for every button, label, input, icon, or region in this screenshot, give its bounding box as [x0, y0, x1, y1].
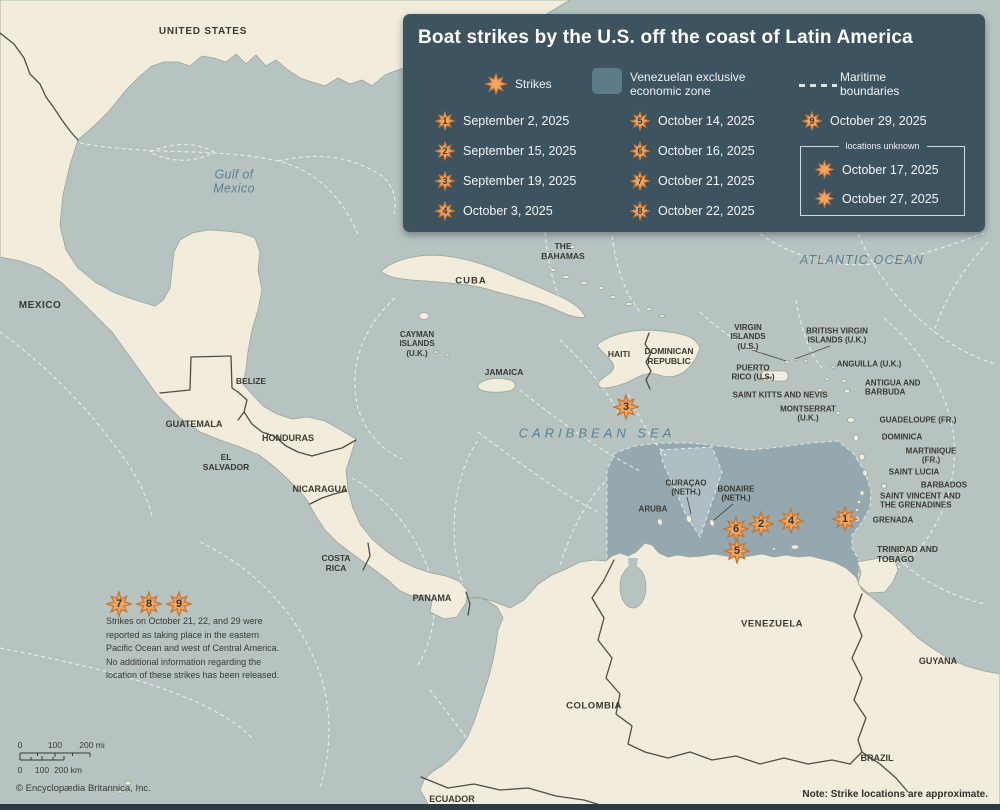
legend-dates-column-3: 9 October 29, 2025 [802, 106, 972, 136]
legend-eez-label-line1: Venezuelan exclusive [630, 70, 746, 84]
strike-burst-icon [815, 160, 834, 179]
scale-km-0: 0 [17, 765, 23, 775]
strike-date-label: October 14, 2025 [658, 114, 755, 128]
unknown-location-row: October 27, 2025 [801, 184, 964, 213]
strike-date-label: September 15, 2025 [463, 144, 577, 158]
legend-dates-column-2: 5 October 14, 2025 6 October 16, 2025 7 Octob… [630, 106, 820, 226]
legend-strikes-label: Strikes [515, 77, 552, 91]
south-america [419, 542, 1000, 810]
strike-burst-icon [435, 111, 455, 131]
legend-date-row-4: 4 October 3, 2025 [435, 196, 625, 226]
strike-burst-icon [435, 171, 455, 191]
strike-icon-8: 8 [630, 201, 650, 221]
strike-icon-7: 7 [630, 171, 650, 191]
strike-icon-2: 2 [435, 141, 455, 161]
legend-date-row-1: 1 September 2, 2025 [435, 106, 625, 136]
strike-burst-icon [630, 201, 650, 221]
jamaica-island [477, 377, 516, 393]
strike-icon-6: 6 [630, 141, 650, 161]
strike-date-label: September 19, 2025 [463, 174, 577, 188]
strike-burst-icon [630, 171, 650, 191]
country-borders [0, 32, 909, 809]
strike-date-label: October 16, 2025 [658, 144, 755, 158]
trinidad-island [856, 557, 899, 594]
scale-mi-100: 100 [47, 740, 63, 750]
pacific-strikes-note: Strikes on October 21, 22, and 29 were r… [106, 616, 280, 680]
legend-dates-column-1: 1 September 2, 2025 2 September 15, 2025 3 Se… [435, 106, 625, 226]
copyright-notice: © Encyclopædia Britannica, Inc. [16, 783, 151, 794]
strike-date-label: October 27, 2025 [842, 191, 939, 206]
legend-maritime-label-line1: Maritime [840, 70, 887, 84]
strike-burst-icon [802, 111, 822, 131]
strike-icon [815, 189, 834, 208]
legend-panel: Boat strikes by the U.S. off the coast o… [403, 14, 985, 232]
locations-unknown-title: locations unknown [838, 141, 927, 151]
scale-km-200: 200 km [54, 765, 82, 775]
legend-date-row-2: 2 September 15, 2025 [435, 136, 625, 166]
strike-icon-1: 1 [435, 111, 455, 131]
strike-date-label: September 2, 2025 [463, 114, 570, 128]
strike-date-label: October 22, 2025 [658, 204, 755, 218]
strike-icon-5: 5 [630, 111, 650, 131]
legend-eez-label-line2: economic zone [630, 84, 711, 98]
eez-swatch [592, 68, 622, 94]
hispaniola-island [596, 329, 701, 389]
strike-burst-icon [630, 111, 650, 131]
scale-bar: 0 100 200 mi 0 100 200 km [14, 740, 144, 778]
north-central-america [0, 0, 571, 620]
map-title: Boat strikes by the U.S. off the coast o… [418, 27, 913, 48]
strike-date-label: October 29, 2025 [830, 114, 927, 128]
maritime-boundary-icon [799, 84, 837, 87]
strike-icon-9: 9 [802, 111, 822, 131]
strike-burst-icon [485, 73, 507, 95]
strike-locations-footnote: Note: Strike locations are approximate. [802, 789, 988, 800]
legend-date-row-3: 3 September 19, 2025 [435, 166, 625, 196]
unknown-location-row: October 17, 2025 [801, 155, 964, 184]
legend-maritime-label-line2: boundaries [840, 84, 900, 98]
abc-islands-eez [659, 446, 723, 539]
scale-km-100: 100 [34, 765, 50, 775]
strike-burst-icon [630, 141, 650, 161]
strike-icon [485, 73, 507, 95]
bottom-border [0, 804, 1000, 810]
strike-date-label: October 3, 2025 [463, 204, 553, 218]
legend-date-row-5: 5 October 14, 2025 [630, 106, 820, 136]
strike-icon-3: 3 [435, 171, 455, 191]
strike-date-label: October 21, 2025 [658, 174, 755, 188]
scale-mi-200: 200 mi [79, 740, 105, 750]
legend-date-row-8: 8 October 22, 2025 [630, 196, 820, 226]
lake-maracaibo [619, 558, 647, 609]
locations-unknown-box: locations unknown October 17, 2025 Octobe… [800, 141, 965, 216]
strike-date-label: October 17, 2025 [842, 162, 939, 177]
legend-date-row-9: 9 October 29, 2025 [802, 106, 972, 136]
scale-mi-0: 0 [17, 740, 23, 750]
strike-icon [815, 160, 834, 179]
legend-date-row-7: 7 October 21, 2025 [630, 166, 820, 196]
scale-ruler [19, 752, 91, 761]
strike-burst-icon [815, 189, 834, 208]
legend-date-row-6: 6 October 16, 2025 [630, 136, 820, 166]
strike-icon-4: 4 [435, 201, 455, 221]
cuba-island [380, 254, 586, 318]
strike-burst-icon [435, 141, 455, 161]
label-pointers [686, 345, 831, 521]
strike-burst-icon [435, 201, 455, 221]
